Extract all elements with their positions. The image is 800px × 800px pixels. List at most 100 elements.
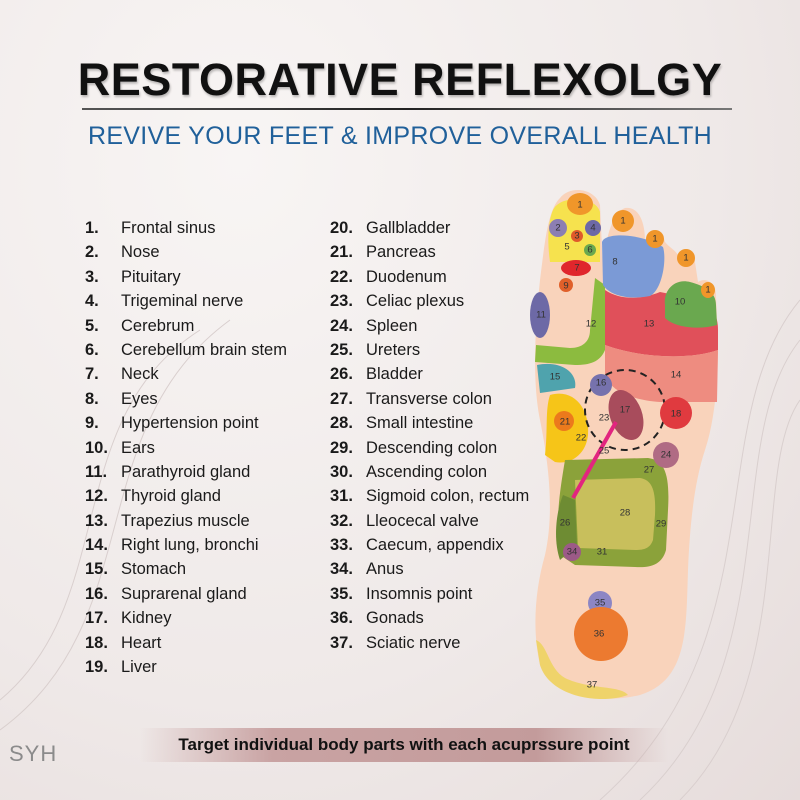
label-18: 18 bbox=[671, 409, 682, 420]
legend-label: Insomnis point bbox=[366, 584, 473, 603]
title-divider bbox=[82, 108, 732, 110]
label-1: 1 bbox=[705, 285, 710, 296]
zone-3-pituitary bbox=[571, 230, 583, 242]
legend-item: 2. Nose bbox=[85, 243, 287, 267]
label-28: 28 bbox=[620, 508, 631, 519]
legend-item: 33. Caecum, appendix bbox=[330, 536, 529, 560]
legend-item: 10. Ears bbox=[85, 439, 287, 463]
legend-item: 20. Gallbladder bbox=[330, 219, 529, 243]
legend-label: Gallbladder bbox=[366, 219, 451, 237]
legend-item: 27. Transverse colon bbox=[330, 390, 529, 414]
legend-number: 11. bbox=[85, 462, 108, 481]
legend-number: 12. bbox=[85, 487, 108, 506]
brand-logo: SYH bbox=[9, 741, 58, 766]
legend-item: 5. Cerebrum bbox=[85, 317, 287, 341]
legend-number: 19. bbox=[85, 658, 108, 677]
legend-number: 22. bbox=[330, 267, 353, 286]
zone-34-anus bbox=[563, 543, 581, 561]
legend-item: 4. Trigeminal nerve bbox=[85, 292, 287, 316]
page-title: RESTORATIVE REFLEXOLGY bbox=[77, 54, 723, 105]
legend-label: Descending colon bbox=[366, 438, 498, 457]
legend-number: 17. bbox=[85, 609, 108, 628]
label-24: 24 bbox=[661, 450, 672, 461]
legend-item: 12. Thyroid gland bbox=[85, 487, 287, 511]
legend-number: 27. bbox=[330, 389, 353, 408]
legend-item: 37. Sciatic nerve bbox=[330, 634, 529, 658]
legend-item: 34. Anus bbox=[330, 560, 529, 584]
legend-number: 14. bbox=[85, 536, 108, 555]
legend-item: 3. Pituitary bbox=[85, 268, 287, 292]
legend-number: 36. bbox=[330, 609, 353, 628]
legend-number: 25. bbox=[330, 340, 353, 359]
label-6: 6 bbox=[587, 245, 592, 256]
legend-item: 24. Spleen bbox=[330, 317, 529, 341]
label-14: 14 bbox=[671, 370, 682, 381]
zone-14-lung bbox=[605, 345, 718, 402]
legend-label: Ears bbox=[121, 438, 155, 457]
legend-item: 16. Suprarenal gland bbox=[85, 585, 287, 609]
label-1: 1 bbox=[652, 234, 657, 245]
legend-number: 34. bbox=[330, 560, 353, 579]
legend-item: 18. Heart bbox=[85, 634, 287, 658]
legend-number: 1. bbox=[85, 219, 99, 237]
legend-label: Frontal sinus bbox=[121, 219, 216, 237]
legend-item: 26. Bladder bbox=[330, 365, 529, 389]
legend-number: 20. bbox=[330, 219, 353, 237]
legend-right-column: 20. Gallbladder 21. Pancreas 22. Duodenum 23. C… bbox=[330, 219, 529, 658]
label-22: 22 bbox=[576, 433, 587, 444]
legend-item: 35. Insomnis point bbox=[330, 585, 529, 609]
label-1: 1 bbox=[620, 216, 625, 227]
label-9: 9 bbox=[563, 281, 568, 292]
zone-24-spleen bbox=[653, 442, 679, 468]
label-3: 3 bbox=[574, 231, 579, 242]
legend-item: 36. Gonads bbox=[330, 609, 529, 633]
legend-label: Stomach bbox=[121, 560, 187, 579]
legend-item: 25. Ureters bbox=[330, 341, 529, 365]
legend-number: 28. bbox=[330, 414, 353, 433]
zone-28-small-intestine bbox=[575, 478, 656, 550]
label-1: 1 bbox=[577, 200, 582, 211]
legend-number: 26. bbox=[330, 365, 353, 384]
zone-12-thyroid bbox=[535, 278, 605, 365]
legend-item: 9. Hypertension point bbox=[85, 414, 287, 438]
legend-label: Bladder bbox=[366, 365, 423, 384]
legend-item: 23. Celiac plexus bbox=[330, 292, 529, 316]
legend-label: Spleen bbox=[366, 316, 418, 335]
label-11: 11 bbox=[536, 310, 546, 321]
label-12: 12 bbox=[586, 319, 597, 330]
legend-item: 30. Ascending colon bbox=[330, 463, 529, 487]
legend-item: 22. Duodenum bbox=[330, 268, 529, 292]
legend-number: 15. bbox=[85, 560, 108, 579]
legend-label: Eyes bbox=[121, 389, 158, 408]
zone-9-hypertension bbox=[559, 278, 573, 292]
legend-item: 19. Liver bbox=[85, 658, 287, 682]
label-5: 5 bbox=[564, 242, 569, 253]
zone-36-gonads bbox=[574, 607, 628, 661]
label-13: 13 bbox=[644, 319, 655, 330]
legend-number: 18. bbox=[85, 633, 108, 652]
legend-label: Transverse colon bbox=[366, 389, 492, 408]
legend-label: Cerebrum bbox=[121, 316, 195, 335]
label-35: 35 bbox=[595, 598, 606, 609]
legend-label: Duodenum bbox=[366, 267, 447, 286]
legend-item: 6. Cerebellum brain stem bbox=[85, 341, 287, 365]
legend-item: 8. Eyes bbox=[85, 390, 287, 414]
legend-label: Lleocecal valve bbox=[366, 511, 479, 530]
legend-label: Sigmoid colon, rectum bbox=[366, 487, 530, 506]
zone-17-kidney bbox=[608, 389, 644, 441]
label-1: 1 bbox=[683, 253, 688, 264]
zone-15-stomach bbox=[537, 363, 576, 393]
legend-number: 29. bbox=[330, 438, 353, 457]
legend-number: 6. bbox=[85, 340, 99, 359]
legend-item: 28. Small intestine bbox=[330, 414, 529, 438]
zone-8-eyes bbox=[602, 235, 665, 298]
legend-number: 24. bbox=[330, 316, 353, 335]
zone-21-pancreas bbox=[554, 411, 574, 431]
legend-number: 37. bbox=[330, 633, 353, 652]
legend-item: 13. Trapezius muscle bbox=[85, 512, 287, 536]
legend-number: 10. bbox=[85, 438, 108, 457]
page-subtitle: REVIVE YOUR FEET & IMPROVE OVERALL HEALT… bbox=[87, 122, 713, 150]
legend-label: Suprarenal gland bbox=[121, 584, 247, 603]
label-4: 4 bbox=[590, 223, 595, 234]
